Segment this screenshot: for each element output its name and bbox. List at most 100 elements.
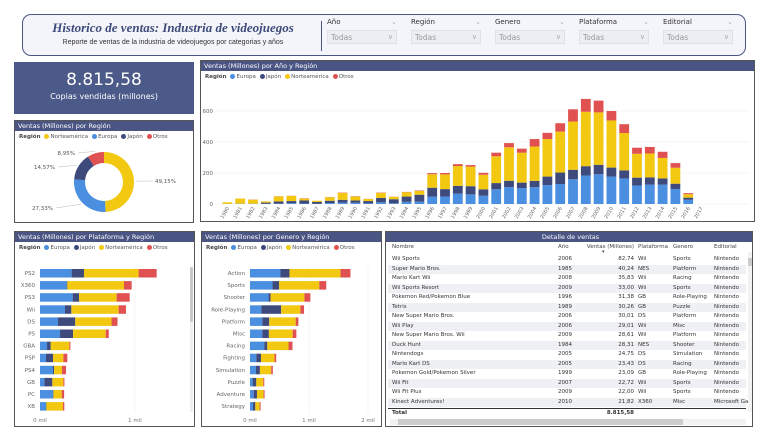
slicer-3[interactable]: Plataforma ⌄ Todas ∨: [579, 18, 649, 44]
bar-Misc-Otros[interactable]: [292, 329, 297, 339]
bar-2009-Europa[interactable]: [593, 174, 604, 204]
bar-DS-Norteamérica[interactable]: [75, 317, 112, 326]
chevron-down-icon[interactable]: ⌄: [643, 18, 649, 26]
bar-1996-Otros[interactable]: [427, 173, 438, 175]
bar-2001-Norteamérica[interactable]: [491, 156, 502, 184]
bar-PS4-Europa[interactable]: [40, 365, 54, 375]
bar-1993-Europa[interactable]: [388, 203, 399, 204]
bar-2002-Europa[interactable]: [504, 187, 514, 204]
bar-2001-Europa[interactable]: [491, 189, 502, 204]
bar-Platform-Otros[interactable]: [295, 317, 299, 326]
slicer-dropdown[interactable]: Todas ∨: [663, 30, 733, 44]
cell[interactable]: Genero: [673, 244, 694, 250]
bar-Simulation-Europa[interactable]: [250, 365, 256, 375]
bar-2005-Otros[interactable]: [542, 132, 553, 140]
bar-1983-Japón[interactable]: [260, 202, 271, 204]
bar-2005-Norteamérica[interactable]: [542, 139, 553, 177]
legend-item[interactable]: Europa: [44, 245, 70, 251]
donut-slice-Norteamérica[interactable]: [104, 152, 135, 212]
bar-1994-Norteamérica[interactable]: [401, 192, 412, 197]
bar-2010-Japón[interactable]: [606, 167, 617, 177]
bar-PS3-Otros[interactable]: [116, 293, 130, 302]
bar-2011-Otros[interactable]: [619, 124, 630, 134]
table-row[interactable]: Pokemon Red/Pokemon Blue 1996 31,38 GB Role-…: [388, 293, 746, 303]
table-row[interactable]: Wii Fit Plus 2009 22,00 Wii Sports Nintendo: [388, 388, 746, 398]
bar-1987-Japón[interactable]: [312, 201, 322, 204]
bar-GB-Norteamérica[interactable]: [52, 377, 64, 387]
cell[interactable]: Editorial: [714, 244, 737, 250]
bar-PSP-Norteamérica[interactable]: [53, 353, 64, 363]
bar-2000-Japón[interactable]: [478, 189, 489, 196]
bar-PS-Europa[interactable]: [40, 329, 61, 339]
table-row[interactable]: New Super Mario Bros. 2006 30,01 DS Platform…: [388, 312, 746, 322]
bar-2014-Otros[interactable]: [657, 151, 668, 158]
bar-Platform-Norteamérica[interactable]: [269, 317, 296, 326]
bar-Puzzle-Japón[interactable]: [252, 377, 257, 387]
bar-1998-Otros[interactable]: [452, 164, 463, 167]
legend-item[interactable]: Europa: [230, 74, 256, 80]
table-row[interactable]: Super Mario Bros. 1985 40,24 NES Platform Nin…: [388, 264, 746, 274]
bar-2003-Otros[interactable]: [516, 148, 527, 153]
bar-X360-Japón[interactable]: [66, 281, 68, 290]
bar-PS3-Japón[interactable]: [72, 293, 80, 302]
bar-Role-Playing-Otros[interactable]: [300, 305, 305, 314]
bar-Shooter-Japón[interactable]: [268, 293, 271, 302]
bar-Fighting-Japón[interactable]: [256, 353, 261, 363]
slicer-4[interactable]: Editorial ⌄ Todas ∨: [663, 18, 733, 44]
donut-slice-Europa[interactable]: [74, 179, 106, 212]
table-row[interactable]: Nintendogs 2005 24,75 DS Simulation Nintendo: [388, 350, 746, 360]
cell[interactable]: Año: [558, 244, 569, 250]
bar-1990-Europa[interactable]: [350, 202, 361, 204]
cell[interactable]: Ventas (Millones): [586, 244, 634, 250]
bar-Action-Japón[interactable]: [280, 269, 290, 278]
bar-Racing-Norteamérica[interactable]: [267, 341, 289, 351]
bar-2012-Norteamérica[interactable]: [632, 153, 642, 178]
slicer-0[interactable]: Año ⌄ Todas ∨: [327, 18, 397, 44]
bar-2009-Japón[interactable]: [593, 164, 604, 175]
bar-DS-Japón[interactable]: [57, 317, 76, 326]
bar-2000-Europa[interactable]: [478, 195, 489, 204]
bar-2004-Norteamérica[interactable]: [529, 146, 540, 181]
bar-GB-Otros[interactable]: [63, 377, 65, 387]
table-horizontal-scrollbar[interactable]: [390, 419, 746, 425]
bar-1982-Norteamérica[interactable]: [248, 199, 258, 204]
cell[interactable]: Nombre: [392, 244, 414, 250]
chevron-down-icon[interactable]: ⌄: [475, 18, 481, 26]
bar-PS2-Europa[interactable]: [40, 269, 72, 278]
bar-1989-Norteamérica[interactable]: [337, 192, 348, 200]
bar-1992-Japón[interactable]: [376, 197, 386, 203]
bar-2004-Japón[interactable]: [529, 180, 540, 188]
table-row[interactable]: Mario Kart Wii 2008 35,83 Wii Racing Nintendo: [388, 274, 746, 284]
bar-1997-Europa[interactable]: [440, 196, 450, 204]
bar-2001-Otros[interactable]: [491, 152, 502, 157]
bar-2008-Europa[interactable]: [580, 175, 591, 204]
bar-2003-Europa[interactable]: [516, 188, 527, 204]
bar-2013-Europa[interactable]: [644, 184, 655, 204]
bar-DS-Otros[interactable]: [111, 317, 118, 326]
donut-slice-Otros[interactable]: [88, 152, 104, 166]
bar-2009-Otros[interactable]: [593, 100, 604, 113]
bar-Action-Europa[interactable]: [250, 269, 281, 278]
bar-1996-Europa[interactable]: [427, 196, 438, 204]
bar-1996-Norteamérica[interactable]: [427, 174, 438, 188]
bar-1984-Norteamérica[interactable]: [273, 196, 284, 202]
bar-1991-Norteamérica[interactable]: [363, 199, 374, 202]
bar-PS2-Otros[interactable]: [138, 269, 157, 278]
bar-1999-Europa[interactable]: [465, 194, 476, 204]
bar-XB-Norteamérica[interactable]: [46, 402, 63, 411]
bar-PS-Japón[interactable]: [60, 329, 74, 339]
bar-2004-Otros[interactable]: [529, 139, 540, 147]
bar-PS-Norteamérica[interactable]: [73, 329, 106, 339]
bar-PS2-Norteamérica[interactable]: [83, 269, 139, 278]
chevron-down-icon[interactable]: ⌄: [727, 18, 733, 26]
bar-2009-Norteamérica[interactable]: [593, 112, 604, 165]
bar-PS4-Japón[interactable]: [53, 365, 55, 375]
bar-X360-Europa[interactable]: [40, 281, 67, 290]
bar-1990-Japón[interactable]: [350, 200, 361, 203]
bar-GB-Japón[interactable]: [44, 377, 53, 387]
bar-1983-Norteamérica[interactable]: [260, 201, 271, 203]
bar-Role-Playing-Europa[interactable]: [250, 305, 262, 314]
bar-2008-Norteamérica[interactable]: [580, 111, 591, 167]
bar-2007-Norteamérica[interactable]: [568, 121, 578, 170]
bar-Strategy-Otros[interactable]: [259, 402, 261, 411]
